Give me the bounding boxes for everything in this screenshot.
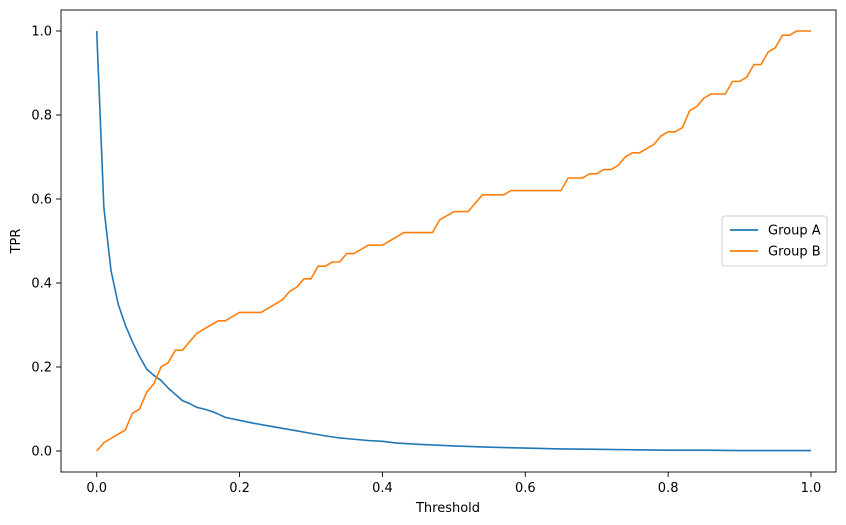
y-axis-label: TPR bbox=[9, 229, 24, 255]
x-tick-label: 0.8 bbox=[658, 481, 679, 496]
y-tick-label: 0.0 bbox=[31, 445, 52, 460]
legend-box bbox=[721, 215, 828, 267]
legend-label-2: Group B bbox=[768, 245, 821, 260]
plot-frame bbox=[60, 9, 837, 473]
y-axis: 0.0 0.2 0.4 0.6 0.8 1.0 bbox=[31, 25, 61, 460]
series-line-1 bbox=[95, 30, 811, 452]
y-tick-label: 0.6 bbox=[31, 193, 52, 208]
legend-label-1: Group A bbox=[768, 224, 821, 239]
y-tick-label: 0.8 bbox=[31, 109, 52, 124]
series-layer bbox=[95, 30, 811, 452]
x-axis: 0.0 0.2 0.4 0.6 0.8 1.0 bbox=[86, 472, 821, 496]
y-tick-label: 1.0 bbox=[31, 25, 52, 40]
x-tick-label: 0.6 bbox=[515, 481, 536, 496]
x-tick-label: 0.0 bbox=[86, 481, 107, 496]
series-line-2 bbox=[96, 30, 811, 452]
x-tick-label: 0.2 bbox=[229, 481, 250, 496]
y-tick-label: 0.4 bbox=[31, 277, 52, 292]
y-tick-label: 0.2 bbox=[31, 361, 52, 376]
x-tick-label: 1.0 bbox=[801, 481, 822, 496]
x-axis-label: Threshold bbox=[415, 501, 480, 516]
x-tick-label: 0.4 bbox=[372, 481, 393, 496]
legend: Group A Group B bbox=[721, 215, 828, 267]
